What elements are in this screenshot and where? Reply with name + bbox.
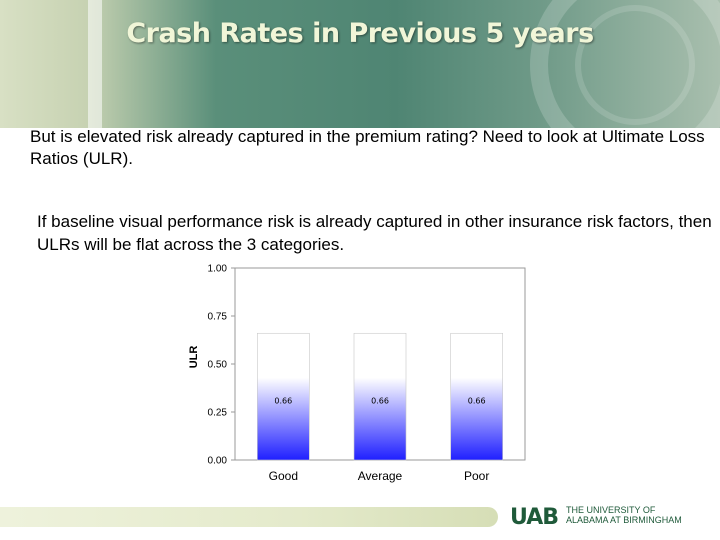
- seal-inner-graphic: [575, 5, 695, 125]
- y-axis-title: ULR: [188, 346, 200, 369]
- bar-poor: [450, 332, 503, 461]
- x-tick-label-average: Average: [358, 469, 403, 483]
- data-label-poor: 0.66: [468, 396, 486, 405]
- header-stripe: [88, 0, 102, 128]
- logo-line-2: ALABAMA AT BIRMINGHAM: [566, 515, 682, 525]
- bar-good: [257, 332, 310, 461]
- footer-bar: [0, 507, 498, 527]
- bar-average: [353, 332, 407, 461]
- data-label-good: 0.66: [274, 396, 292, 405]
- slide-title: Crash Rates in Previous 5 years: [126, 18, 594, 49]
- data-label-average: 0.66: [371, 396, 389, 405]
- logo-text: THE UNIVERSITY OF ALABAMA AT BIRMINGHAM: [566, 505, 682, 525]
- header-banner: Crash Rates in Previous 5 years: [0, 0, 720, 128]
- y-tick-label: 0.75: [208, 312, 228, 323]
- seal-graphic: [530, 0, 720, 128]
- y-tick-label: 0.25: [208, 408, 228, 419]
- body-paragraph-1: But is elevated risk already captured in…: [30, 127, 705, 168]
- x-tick-label-good: Good: [269, 469, 298, 483]
- y-tick-label: 0.50: [208, 360, 228, 371]
- university-logo: UAB THE UNIVERSITY OF ALABAMA AT BIRMING…: [510, 503, 720, 533]
- body-paragraph-2: If baseline visual performance risk is a…: [37, 212, 712, 254]
- logo-line-1: THE UNIVERSITY OF: [566, 505, 656, 515]
- ulr-bar-chart: 0.00 0.25 0.50 0.75 1.00 0.66 Good 0.66 Average…: [188, 264, 526, 483]
- y-tick-label: 1.00: [208, 264, 228, 275]
- y-tick-label: 0.00: [208, 456, 228, 467]
- x-tick-label-poor: Poor: [464, 469, 489, 483]
- uab-logo-mark: UAB: [510, 505, 559, 530]
